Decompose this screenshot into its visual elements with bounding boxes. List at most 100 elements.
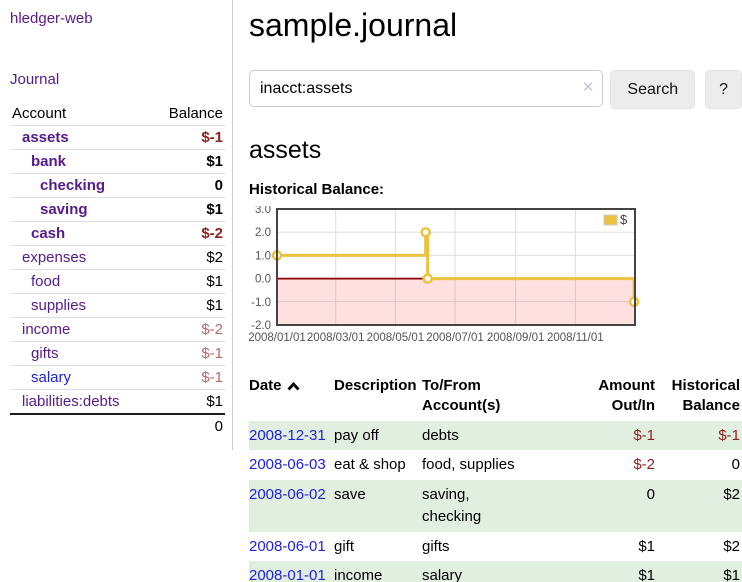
account-balance: 0 — [214, 177, 223, 194]
svg-text:$: $ — [620, 212, 628, 227]
account-balance: $1 — [206, 153, 223, 170]
svg-text:2008/05/01: 2008/05/01 — [367, 332, 425, 344]
transaction-accounts: salary — [422, 567, 463, 582]
svg-text:-1.0: -1.0 — [251, 297, 271, 309]
accounts-col-balance: Balance — [168, 105, 223, 122]
svg-text:2008/03/01: 2008/03/01 — [307, 332, 365, 344]
search-input[interactable] — [249, 70, 604, 107]
transaction-balance: $2 — [723, 537, 740, 555]
account-link-expenses[interactable]: expenses — [22, 249, 87, 266]
transaction-amount: $-1 — [633, 426, 655, 444]
transaction-accounts: food, supplies — [422, 456, 515, 474]
svg-text:2008/01/01: 2008/01/01 — [248, 332, 306, 344]
account-balance: $-2 — [201, 225, 223, 242]
search-input-wrap: ✕ — [249, 70, 604, 109]
register-row: 2008-12-31 pay off debts $-1 $-1 — [249, 420, 742, 451]
transaction-accounts: debts — [422, 426, 459, 444]
register-row: 2008-01-01 income salary $1 $1 — [249, 561, 742, 582]
help-button[interactable]: ? — [705, 70, 742, 109]
account-balance: $-2 — [201, 321, 223, 338]
transaction-amount: 0 — [646, 486, 655, 503]
x-icon[interactable]: ✕ — [581, 79, 595, 96]
transaction-date-link[interactable]: 2008-06-01 — [249, 537, 326, 555]
transaction-description: income — [334, 567, 383, 582]
transaction-date-link[interactable]: 2008-06-03 — [249, 456, 326, 474]
transaction-accounts: gifts — [422, 537, 450, 555]
register-col-date[interactable]: Date — [249, 372, 334, 421]
transaction-amount: $1 — [638, 537, 655, 555]
account-link-food[interactable]: food — [31, 273, 61, 290]
account-row-gifts: gifts $-1 — [10, 341, 225, 366]
transaction-balance: $1 — [723, 567, 740, 582]
account-link-liabilities-debts[interactable]: liabilities:debts — [22, 393, 120, 410]
account-link-cash[interactable]: cash — [31, 225, 66, 242]
chart-title: Historical Balance: — [249, 181, 385, 198]
account-balance: $-1 — [201, 369, 223, 386]
accounts-col-account: Account — [12, 105, 67, 122]
register-col-balance: Historical Balance — [671, 377, 740, 415]
register-row: 2008-06-01 gift gifts $1 $2 — [249, 532, 742, 562]
app-brand-link[interactable]: hledger-web — [10, 10, 93, 27]
account-link-saving[interactable]: saving — [40, 201, 88, 218]
register-table: Date Description To/From Account(s) Amou… — [249, 372, 742, 582]
account-balance: $1 — [206, 297, 223, 314]
account-link-assets[interactable]: assets — [22, 129, 69, 146]
page-title: sample.journal — [249, 7, 458, 43]
account-row-assets: assets $-1 — [10, 125, 225, 150]
transaction-date-link[interactable]: 2008-12-31 — [249, 426, 326, 444]
account-balance: $1 — [206, 393, 223, 410]
svg-text:2008/09/01: 2008/09/01 — [487, 332, 545, 344]
transaction-description: save — [334, 486, 366, 503]
accounts-total-value: 0 — [214, 418, 223, 435]
sidebar: hledger-web Journal Account Balance asse… — [0, 0, 233, 450]
register-col-account: To/From Account(s) — [422, 377, 501, 415]
transaction-description: pay off — [334, 426, 379, 444]
svg-text:0.0: 0.0 — [255, 274, 271, 286]
chevron-up-icon — [286, 382, 300, 391]
account-row-cash: cash $-2 — [10, 221, 225, 246]
transaction-description: gift — [334, 537, 355, 555]
transaction-amount: $1 — [638, 567, 655, 582]
account-link-salary[interactable]: salary — [31, 369, 72, 386]
main-content: sample.journal ✕ Search ? assets Histori… — [248, 0, 742, 582]
account-balance: $1 — [206, 201, 223, 218]
accounts-table: Account Balance assets $-1 bank $1 check… — [10, 102, 225, 438]
svg-text:2.0: 2.0 — [255, 227, 271, 239]
register-header-row: Date Description To/From Account(s) Amou… — [249, 372, 742, 421]
transaction-date-link[interactable]: 2008-06-02 — [249, 486, 326, 503]
account-row-saving: saving $1 — [10, 197, 225, 222]
account-row-expenses: expenses $2 — [10, 245, 225, 270]
register-col-description: Description — [334, 377, 417, 394]
svg-text:-2.0: -2.0 — [251, 320, 271, 332]
transaction-description: eat & shop — [334, 456, 406, 474]
account-balance: $1 — [206, 273, 223, 290]
account-link-gifts[interactable]: gifts — [31, 345, 59, 362]
chart-container: 3.0 2.0 1.0 0.0 -1.0 -2.0 2008/01/01 2008/03/01… — [243, 204, 742, 352]
account-row-food: food $1 — [10, 269, 225, 294]
account-link-income[interactable]: income — [22, 321, 71, 338]
account-row-liabilities-debts: liabilities:debts $1 — [10, 389, 225, 415]
svg-text:2008/11/01: 2008/11/01 — [547, 332, 604, 344]
svg-text:1.0: 1.0 — [255, 250, 271, 262]
transaction-balance: $-1 — [718, 426, 740, 444]
accounts-total-row: 0 — [10, 414, 225, 438]
transaction-date-link[interactable]: 2008-01-01 — [249, 567, 326, 582]
transaction-balance: 0 — [731, 456, 740, 474]
account-balance: $2 — [206, 249, 223, 266]
search-form: ✕ Search ? — [249, 70, 742, 109]
account-row-income: income $-2 — [10, 317, 225, 342]
svg-text:3.0: 3.0 — [255, 206, 271, 216]
transaction-accounts: saving, checking — [422, 486, 482, 525]
account-link-bank[interactable]: bank — [31, 153, 67, 170]
account-balance: $-1 — [201, 129, 223, 146]
sidebar-item-journal[interactable]: Journal — [10, 71, 60, 88]
search-button[interactable]: Search — [610, 70, 696, 109]
svg-text:2008/07/01: 2008/07/01 — [426, 332, 484, 344]
account-link-supplies[interactable]: supplies — [31, 297, 87, 314]
account-link-checking[interactable]: checking — [40, 177, 106, 194]
register-row: 2008-06-02 save saving, checking 0 $2 — [249, 480, 742, 532]
account-row-salary: salary $-1 — [10, 365, 225, 390]
register-col-amount: Amount Out/In — [598, 377, 655, 415]
